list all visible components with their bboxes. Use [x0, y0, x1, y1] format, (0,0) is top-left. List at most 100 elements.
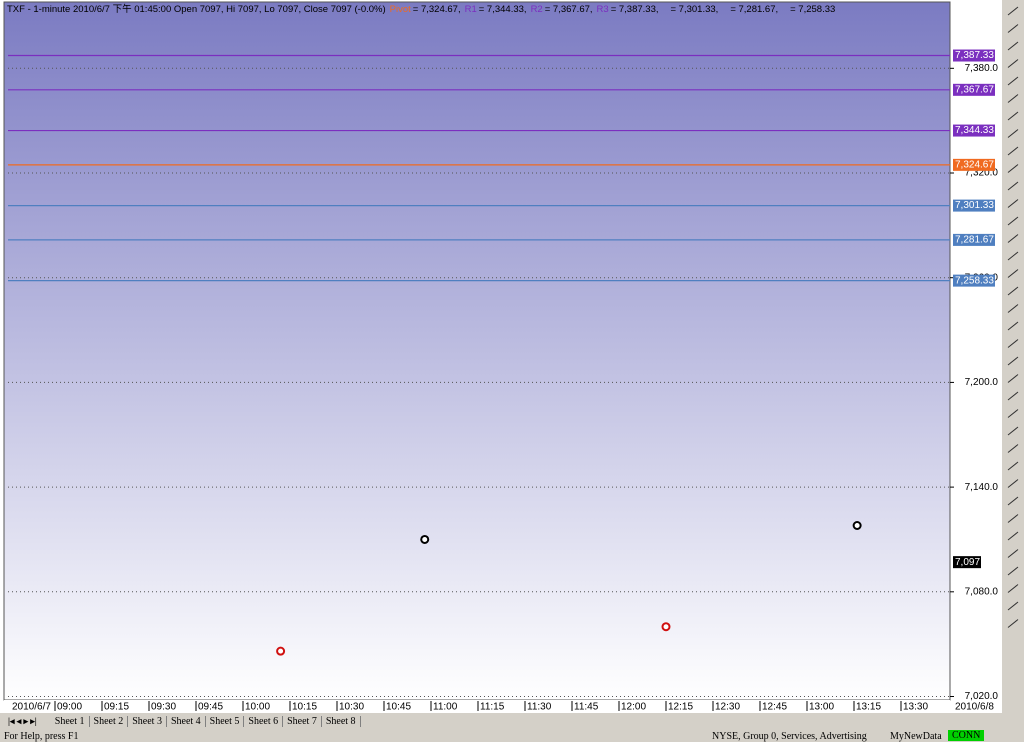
x-tick-label: 10:45 [386, 702, 411, 713]
database: MyNewData [890, 731, 942, 742]
tool-icon [1007, 584, 1019, 593]
tool-icon [1007, 94, 1019, 103]
x-tick-label: 13:30 [903, 702, 928, 713]
x-tick-label: 11:00 [433, 702, 458, 713]
x-tick-label: 11:15 [480, 702, 505, 713]
tool-icon [1007, 269, 1019, 278]
level-label-box [953, 233, 995, 246]
sheet-tab[interactable]: Sheet 7 [283, 715, 322, 727]
x-tick-label: 11:30 [527, 702, 552, 713]
tool-icon [1007, 339, 1019, 348]
y-tick-label: 7,380.0 [965, 63, 999, 74]
tool-icon [1007, 531, 1019, 541]
tool-icon [1007, 181, 1019, 191]
tool-icon [1007, 444, 1019, 453]
tool-icon [1007, 59, 1019, 68]
level-label-box [953, 124, 995, 137]
pivot-value: = 7,387.33, [611, 4, 659, 15]
tool-icon [1007, 251, 1019, 261]
x-tick-label: 12:30 [715, 702, 740, 713]
level-label: 7,258.33 [955, 275, 994, 286]
sheet-tab[interactable]: Sheet 2 [90, 715, 129, 727]
x-tick-label: 13:00 [809, 702, 834, 713]
status-bar: For Help, press F1 NYSE, Group 0, Servic… [0, 730, 1024, 742]
sheet-tab[interactable]: Sheet 5 [206, 715, 245, 727]
pivot-value: = 7,324.67, [413, 4, 461, 15]
signal-marker [661, 622, 671, 632]
pivot-value: = 7,258.33 [790, 4, 835, 15]
tool-icon [1007, 479, 1019, 488]
level-label: 7,344.33 [955, 125, 994, 136]
pivot-value: = 7,301.33, [671, 4, 719, 15]
tool-icon [1007, 321, 1019, 331]
plot-area [3, 1, 951, 701]
tool-icon [1007, 619, 1019, 628]
pivot-name: R3 [597, 4, 609, 15]
tool-icon [1007, 374, 1019, 383]
level-label-box [953, 274, 995, 287]
end-date: 2010/6/8 [955, 702, 994, 713]
sheet-tab[interactable]: Sheet 4 [167, 715, 206, 727]
start-date: 2010/6/7 [12, 702, 51, 713]
tool-icon [1007, 391, 1019, 401]
sheet-tab[interactable]: Sheet 1 [51, 715, 90, 727]
pivot-name: R2 [531, 4, 543, 15]
tool-icon [1007, 164, 1019, 173]
tool-icon [1007, 409, 1019, 418]
x-tick-label: 09:45 [198, 702, 223, 713]
tool-icon [1007, 514, 1019, 523]
last-price-box [953, 556, 981, 569]
tool-icon [1007, 111, 1019, 121]
sheet-tab[interactable]: Sheet 8 [322, 715, 361, 727]
y-tick-label: 7,020.0 [965, 691, 999, 702]
last-price-label: 7,097 [955, 557, 980, 568]
tool-icon [1007, 566, 1019, 576]
sheet-tabs: |◂ ◂ ▸ ▸| Sheet 1 Sheet 2 Sheet 3 Sheet 4 She… [0, 713, 1000, 729]
x-tick-label: 11:45 [574, 702, 599, 713]
x-tick-label: 12:15 [668, 702, 693, 713]
tool-icon [1007, 146, 1019, 156]
pivot-value: = 7,344.33, [479, 4, 527, 15]
level-label: 7,281.67 [955, 235, 994, 246]
x-tick-label: 09:00 [57, 702, 82, 713]
y-tick-label: 7,080.0 [965, 586, 999, 597]
x-tick-label: 09:30 [151, 702, 176, 713]
level-label-box [953, 49, 995, 62]
x-tick-label: 10:30 [339, 702, 364, 713]
level-label-box [953, 83, 995, 96]
level-label: 7,324.67 [955, 160, 994, 171]
help-text: For Help, press F1 [4, 731, 79, 742]
tool-icon [1007, 6, 1019, 16]
x-tick-label: 12:45 [762, 702, 787, 713]
tool-icon [1007, 601, 1019, 611]
signal-marker [420, 534, 430, 544]
x-tick-label: 10:15 [292, 702, 317, 713]
level-label: 7,367.67 [955, 84, 994, 95]
pivot-value: = 7,367.67, [545, 4, 593, 15]
sheet-tab[interactable]: Sheet 6 [244, 715, 284, 727]
tool-icon [1007, 426, 1019, 436]
sheet-tab[interactable]: Sheet 3 [128, 715, 167, 727]
x-tick-label: 12:00 [621, 702, 646, 713]
signal-marker [852, 521, 862, 530]
header-title: TXF - 1-minute 2010/6/7 下午 01:45:00 Open… [7, 3, 386, 15]
drawing-tools [1007, 6, 1019, 628]
tool-icon [1007, 41, 1019, 51]
tool-icon [1007, 356, 1019, 366]
level-label-box [953, 199, 995, 212]
level-label: 7,387.33 [955, 50, 994, 61]
tool-icon [1007, 76, 1019, 86]
toolbar [1002, 0, 1024, 713]
pivot-name: R1 [465, 4, 477, 15]
tool-icon [1007, 129, 1019, 138]
tool-icon [1007, 304, 1019, 313]
tool-icon [1007, 234, 1019, 243]
x-tick-label: 13:15 [856, 702, 881, 713]
x-tick-label: 10:00 [245, 702, 270, 713]
level-label: 7,301.33 [955, 200, 994, 211]
y-tick-label: 7,320.0 [965, 168, 999, 179]
tool-icon [1007, 461, 1019, 471]
x-tick-label: 09:15 [104, 702, 129, 713]
level-label-box [953, 158, 995, 171]
tool-icon [1007, 549, 1019, 558]
